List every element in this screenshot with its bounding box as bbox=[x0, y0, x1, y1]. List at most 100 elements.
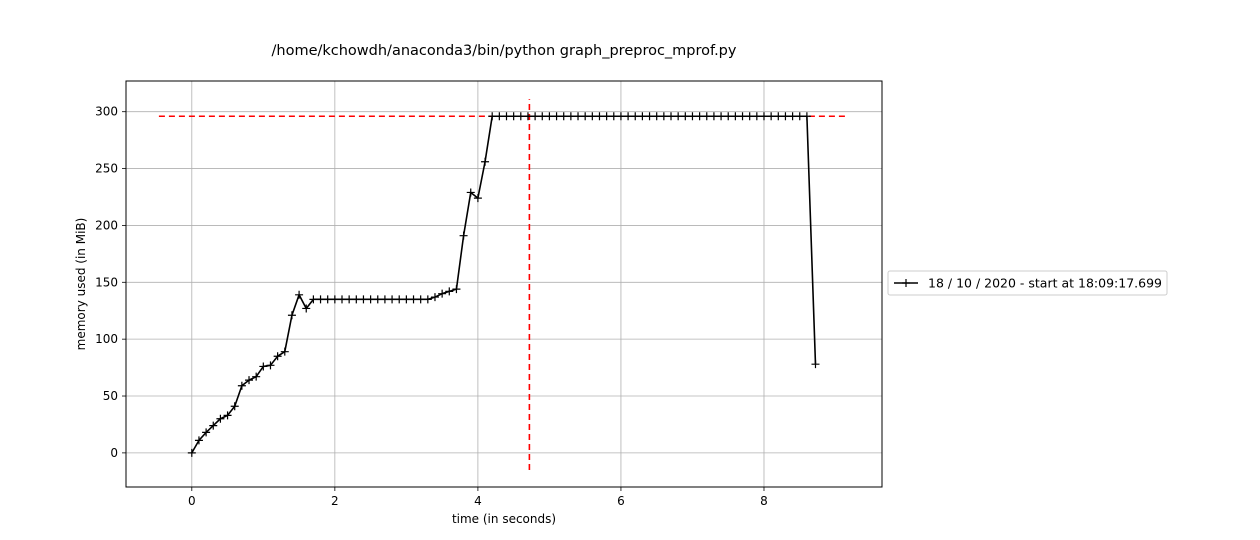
y-tick-label: 300 bbox=[95, 105, 118, 119]
data-point-marker bbox=[266, 361, 275, 370]
data-point-marker bbox=[359, 295, 368, 304]
axis-ticks: 0 2 4 6 8 0 50 100 150 200 250 300 bbox=[95, 105, 768, 508]
data-point-marker bbox=[373, 295, 382, 304]
data-point-marker bbox=[366, 295, 375, 304]
data-point-marker bbox=[452, 285, 461, 294]
data-point-marker bbox=[252, 372, 261, 381]
data-point-marker bbox=[495, 112, 504, 121]
data-point-marker bbox=[638, 112, 647, 121]
data-point-marker bbox=[409, 295, 418, 304]
data-point-marker bbox=[774, 112, 783, 121]
data-point-marker bbox=[245, 376, 254, 385]
data-point-marker bbox=[330, 295, 339, 304]
data-point-marker bbox=[681, 112, 690, 121]
data-point-marker bbox=[187, 448, 196, 457]
data-point-marker bbox=[802, 112, 811, 121]
data-point-marker bbox=[695, 112, 704, 121]
memory-series-line bbox=[191, 115, 817, 454]
data-point-marker bbox=[388, 295, 397, 304]
y-tick-label: 0 bbox=[110, 446, 118, 460]
data-point-marker bbox=[302, 304, 311, 313]
data-point-marker bbox=[702, 112, 711, 121]
data-point-marker bbox=[516, 112, 525, 121]
data-point-marker bbox=[287, 311, 296, 320]
data-point-marker bbox=[652, 112, 661, 121]
data-point-marker bbox=[466, 188, 475, 197]
data-point-marker bbox=[416, 295, 425, 304]
data-point-marker bbox=[767, 112, 776, 121]
data-point-marker bbox=[559, 112, 568, 121]
x-tick-label: 6 bbox=[617, 494, 625, 508]
data-point-marker bbox=[502, 112, 511, 121]
data-point-marker bbox=[338, 295, 346, 304]
data-point-marker bbox=[688, 112, 697, 121]
data-point-marker bbox=[459, 231, 468, 240]
data-point-marker bbox=[602, 112, 611, 121]
data-point-marker bbox=[445, 287, 454, 296]
legend: 18 / 10 / 2020 - start at 18:09:17.699 bbox=[887, 270, 1168, 296]
data-point-marker bbox=[738, 112, 747, 121]
x-tick-label: 2 bbox=[331, 494, 339, 508]
data-point-marker bbox=[595, 112, 604, 121]
data-point-marker bbox=[509, 112, 518, 121]
data-point-marker bbox=[345, 295, 354, 304]
data-point-marker bbox=[430, 293, 439, 302]
data-point-marker bbox=[667, 112, 676, 121]
data-point-marker bbox=[759, 112, 768, 121]
data-point-marker bbox=[552, 112, 561, 121]
y-tick-label: 100 bbox=[95, 332, 118, 346]
data-point-marker bbox=[395, 295, 404, 304]
data-point-marker bbox=[209, 421, 218, 430]
data-point-marker bbox=[230, 402, 239, 411]
data-point-marker bbox=[273, 352, 282, 361]
gridlines bbox=[126, 81, 882, 487]
series-layer bbox=[187, 112, 820, 457]
data-point-marker bbox=[609, 112, 618, 121]
data-point-marker bbox=[616, 112, 625, 121]
data-point-marker bbox=[194, 436, 203, 445]
data-point-marker bbox=[259, 362, 268, 371]
data-point-marker bbox=[216, 414, 225, 423]
data-point-marker bbox=[717, 112, 726, 121]
data-point-marker bbox=[624, 112, 633, 121]
x-tick-label: 8 bbox=[760, 494, 768, 508]
y-tick-label: 200 bbox=[95, 218, 118, 232]
data-point-marker bbox=[581, 112, 590, 121]
data-point-marker bbox=[588, 112, 597, 121]
data-point-marker bbox=[380, 295, 389, 304]
data-point-marker bbox=[423, 295, 432, 304]
data-point-marker bbox=[202, 428, 211, 437]
data-point-marker bbox=[545, 112, 554, 121]
data-point-marker bbox=[523, 112, 532, 121]
y-tick-label: 150 bbox=[95, 275, 118, 289]
data-point-marker bbox=[538, 112, 547, 121]
data-point-marker bbox=[811, 360, 820, 369]
plot-frame bbox=[125, 80, 883, 488]
legend-frame bbox=[887, 270, 1168, 296]
x-tick-label: 0 bbox=[188, 494, 196, 508]
y-tick-label: 50 bbox=[103, 389, 118, 403]
data-point-marker bbox=[481, 157, 490, 166]
data-point-marker bbox=[574, 112, 583, 121]
data-point-marker bbox=[237, 381, 246, 390]
data-point-marker bbox=[752, 112, 761, 121]
data-point-marker bbox=[745, 112, 754, 121]
legend-entry-label: 18 / 10 / 2020 - start at 18:09:17.699 bbox=[928, 276, 1162, 291]
data-point-marker bbox=[323, 295, 332, 304]
data-point-marker bbox=[473, 194, 482, 203]
data-point-marker bbox=[659, 112, 668, 121]
y-tick-label: 250 bbox=[95, 162, 118, 176]
data-point-marker bbox=[645, 112, 654, 121]
data-point-marker bbox=[631, 112, 640, 121]
legend-plus-marker bbox=[902, 279, 910, 287]
data-point-marker bbox=[295, 290, 304, 299]
data-point-marker bbox=[566, 112, 575, 121]
data-point-marker bbox=[280, 347, 289, 356]
chart-title: /home/kchowdh/anaconda3/bin/python graph… bbox=[272, 43, 737, 59]
data-point-marker bbox=[352, 295, 361, 304]
x-axis-label: time (in seconds) bbox=[452, 512, 556, 526]
data-point-marker bbox=[709, 112, 718, 121]
data-point-marker bbox=[795, 112, 804, 121]
data-point-marker bbox=[223, 411, 232, 420]
